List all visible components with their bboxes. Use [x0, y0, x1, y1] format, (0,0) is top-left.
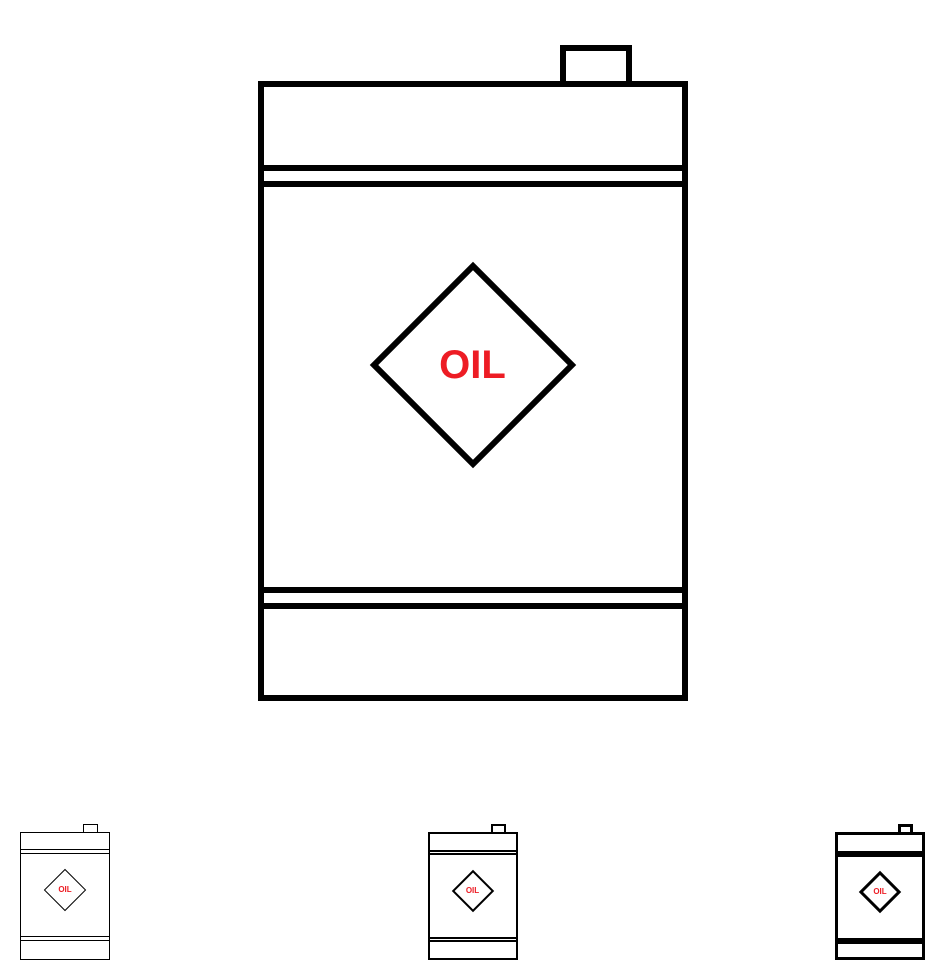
barrel: OIL — [258, 45, 688, 701]
barrel-rib-bottom — [20, 936, 110, 941]
barrel-rib-top — [258, 165, 688, 187]
barrel-body: OIL — [258, 81, 688, 701]
barrel-rib-bottom — [258, 587, 688, 609]
barrel-cap — [560, 45, 632, 81]
barrel-cap — [898, 824, 913, 832]
barrel-rib-bottom — [835, 938, 925, 944]
oil-barrel-icon-bold: OIL — [835, 824, 925, 960]
barrel-body: OIL — [835, 832, 925, 960]
oil-label-text: OIL — [430, 886, 516, 896]
oil-barrel-icon-large: OIL — [258, 45, 688, 701]
thumbnail-row: OIL OIL OIL — [0, 824, 945, 960]
barrel-rib-bottom — [428, 937, 518, 942]
oil-label-text: OIL — [264, 341, 682, 389]
barrel-rib-top — [835, 851, 925, 857]
barrel-cap — [83, 824, 98, 832]
oil-barrel-icon-medium: OIL — [428, 824, 518, 960]
oil-label-text: OIL — [21, 885, 109, 895]
oil-barrel-icon-thin: OIL — [20, 824, 110, 960]
barrel-cap — [491, 824, 506, 832]
barrel-rib-top — [428, 850, 518, 855]
barrel-body: OIL — [428, 832, 518, 960]
barrel-body: OIL — [20, 832, 110, 960]
oil-label-text: OIL — [838, 887, 922, 897]
barrel-rib-top — [20, 849, 110, 854]
